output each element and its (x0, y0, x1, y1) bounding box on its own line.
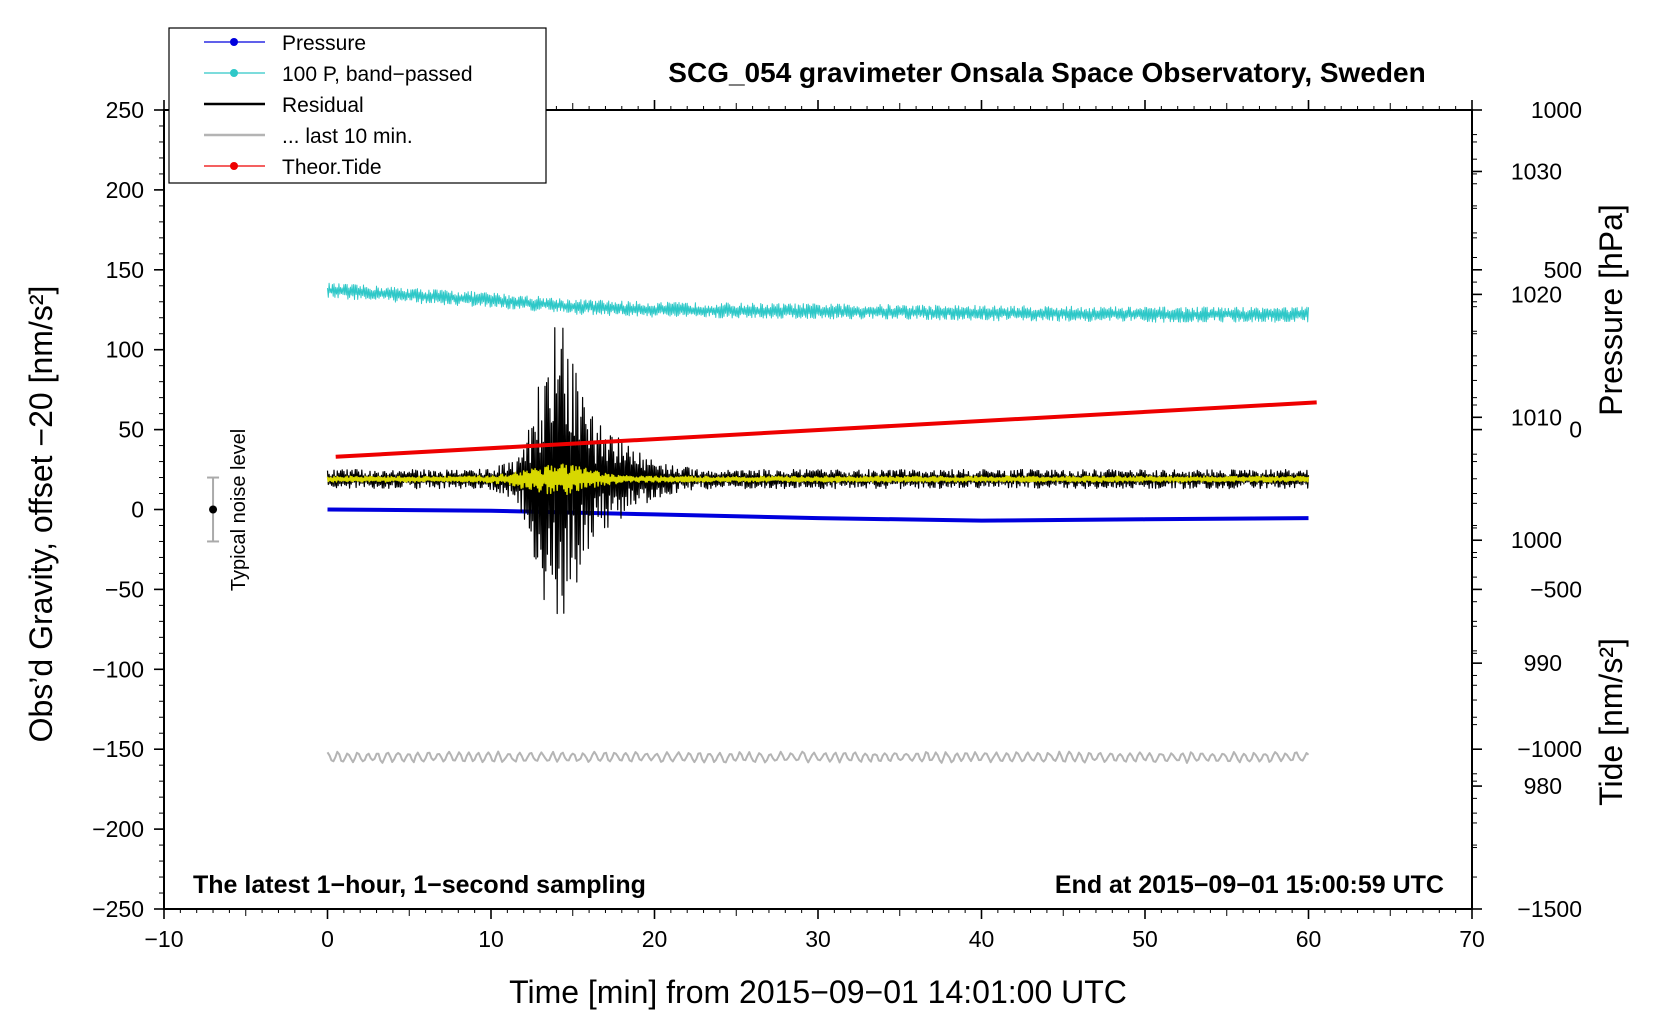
legend-label: 100 P, band−passed (282, 63, 473, 86)
x-tick-label: 10 (478, 926, 504, 952)
x-tick-label: 60 (1296, 926, 1322, 952)
y-tick-label-pressure: 980 (1524, 773, 1562, 799)
y-tick-label-left: −150 (92, 736, 144, 762)
series-line-pressure (327, 507, 1309, 523)
annotation-sampling: The latest 1−hour, 1−second sampling (193, 871, 646, 899)
legend-marker (230, 38, 238, 46)
y-tick-label-pressure: 990 (1524, 650, 1562, 676)
x-tick-label: −10 (144, 926, 183, 952)
legend-label: Theor.Tide (282, 156, 382, 179)
y-tick-label-pressure: 1030 (1511, 158, 1562, 184)
y-tick-label-pressure: 1000 (1511, 527, 1562, 553)
y-tick-label-pressure: 1010 (1511, 404, 1562, 430)
y-tick-label-tide: −1000 (1517, 736, 1582, 762)
legend-marker (230, 162, 238, 170)
axes-layer: −10 0 10 20 30 40 50 60 70250200150100500−50−100… (92, 97, 1582, 952)
series-line-100-p-band-passed (327, 282, 1309, 323)
y-tick-label-left: 0 (131, 497, 144, 523)
chart-title: SCG_054 gravimeter Onsala Space Observat… (668, 57, 1425, 88)
y-axis-title-pressure: Pressure [hPa] (1593, 204, 1629, 416)
y-tick-label-pressure: 1020 (1511, 281, 1562, 307)
y-tick-label-tide: 500 (1544, 257, 1582, 283)
y-tick-label-tide: 0 (1569, 417, 1582, 443)
y-tick-label-tide: 1000 (1531, 97, 1582, 123)
x-tick-label: 50 (1132, 926, 1158, 952)
legend-label: Residual (282, 94, 364, 117)
y-axis-title-left: Obs’d Gravity, offset −20 [nm/s²] (23, 286, 59, 743)
x-axis-title: Time [min] from 2015−09−01 14:01:00 UTC (509, 974, 1127, 1010)
series-line-band-passed-residual (326, 463, 1310, 496)
noise-bar-point (209, 505, 218, 514)
annotation-end-time: End at 2015−09−01 15:00:59 UTC (1055, 871, 1444, 899)
y-tick-label-tide: −500 (1530, 576, 1582, 602)
series-line-residual (326, 327, 1310, 615)
y-tick-label-left: 150 (106, 257, 144, 283)
x-tick-label: 40 (969, 926, 995, 952)
y-tick-label-left: 200 (106, 177, 144, 203)
series-layer (326, 282, 1317, 764)
legend-label: ... last 10 min. (282, 125, 413, 148)
y-tick-label-left: −250 (92, 896, 144, 922)
y-tick-label-left: 50 (118, 417, 144, 443)
series-line-theor-tide (335, 400, 1317, 459)
legend: Pressure 100 P, band−passed Residual ... la… (168, 27, 547, 184)
y-axis-title-tide: Tide [nm/s²] (1593, 638, 1629, 806)
x-tick-label: 20 (642, 926, 668, 952)
x-tick-label: 0 (321, 926, 334, 952)
noise-level-marker (207, 476, 220, 543)
y-tick-label-left: −200 (92, 816, 144, 842)
series-line-last-10-min (326, 750, 1310, 764)
y-tick-label-left: 100 (106, 337, 144, 363)
legend-box (168, 27, 547, 184)
noise-level-label: Typical noise level (228, 429, 250, 591)
y-tick-label-tide: −1500 (1517, 896, 1582, 922)
x-tick-label: 30 (805, 926, 831, 952)
y-tick-label-left: −50 (105, 576, 144, 602)
legend-label: Pressure (282, 32, 366, 55)
y-tick-label-left: 250 (106, 97, 144, 123)
x-tick-label: 70 (1459, 926, 1485, 952)
y-tick-label-left: −100 (92, 656, 144, 682)
legend-marker (230, 69, 238, 77)
